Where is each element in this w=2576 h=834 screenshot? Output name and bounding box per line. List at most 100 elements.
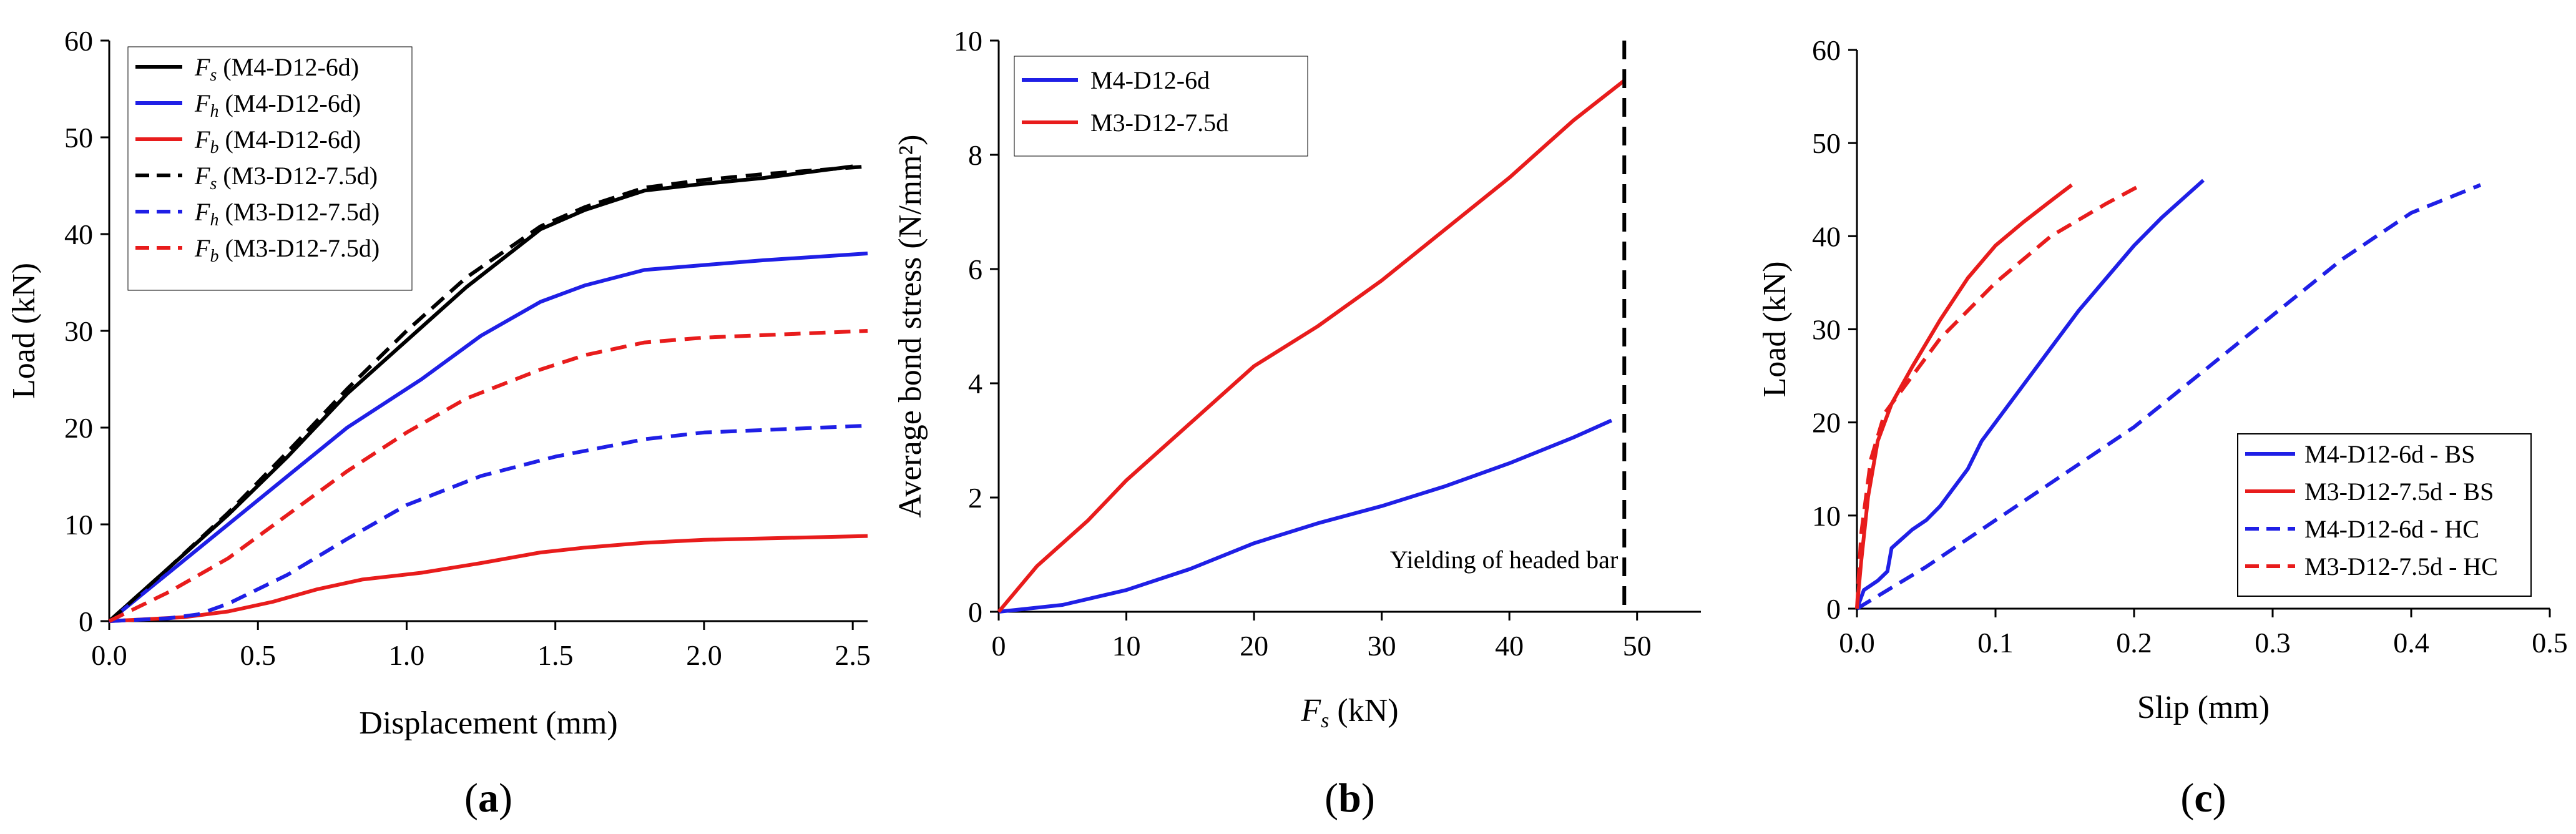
legend-specimen: M4-D12-6d - BS	[2304, 440, 2475, 468]
y-axis-label: Load (kN)	[6, 263, 42, 399]
legend-symbol: F	[194, 89, 210, 117]
legend-label-1: M4-D12-6d - BS	[2304, 440, 2475, 468]
subplot-label-open: (	[464, 775, 478, 821]
y-tick-label: 10	[64, 509, 93, 541]
y-tick-label: 30	[1812, 314, 1841, 346]
x-axis-label-unit: (kN)	[1329, 693, 1398, 729]
x-tick-label: 0.5	[240, 639, 276, 671]
x-tick-label: 1.5	[537, 639, 574, 671]
series-line-3	[109, 534, 868, 623]
panel-b: 0 10 20 30 40 50 0 2 4 6 8 10 Fs (kN) Average bond st…	[893, 25, 1701, 821]
x-tick-label: 0.0	[91, 639, 127, 671]
legend-box	[127, 46, 413, 291]
subplot-label: (c)	[2180, 775, 2226, 821]
y-tick-label: 60	[1812, 34, 1841, 66]
x-axis-label: Slip (mm)	[2137, 690, 2270, 725]
subplot-label-close: )	[2213, 775, 2226, 821]
series-line-1	[1855, 179, 2205, 610]
legend-specimen: (M4-D12-6d)	[218, 125, 361, 154]
legend-symbol: F	[194, 162, 210, 190]
legend-symbol: F	[194, 234, 210, 262]
legend-subscript: b	[210, 138, 218, 157]
legend-label-1: M4-D12-6d	[1090, 66, 1210, 94]
x-tick-label: 0	[992, 630, 1006, 662]
series-line-5	[109, 423, 868, 623]
legend-specimen: M3-D12-7.5d	[1090, 109, 1228, 137]
legend-label-6: Fb (M3-D12-7.5d)	[194, 234, 380, 266]
x-tick-label: 50	[1623, 630, 1652, 662]
legend-label-4: Fs (M3-D12-7.5d)	[194, 162, 378, 194]
legend-symbol: F	[194, 53, 210, 81]
x-tick-label: 30	[1368, 630, 1396, 662]
yield-annotation: Yielding of headed bar	[1390, 546, 1618, 574]
panel-a: 0.0 0.5 1.0 1.5 2.0 2.5 0 10 20 30 40 50 60 Displacem…	[6, 25, 871, 821]
y-tick-label: 60	[64, 25, 93, 57]
y-tick-label: 10	[954, 25, 982, 57]
legend-specimen: M4-D12-6d - HC	[2304, 515, 2479, 543]
panel-c: 0.0 0.1 0.2 0.3 0.4 0.5 0 10 20 30 40 50 60 Slip (mm)…	[1757, 34, 2568, 821]
y-tick-label: 0	[79, 606, 93, 637]
legend-label-1: Fs (M4-D12-6d)	[194, 53, 359, 85]
x-axis-label-subscript: s	[1321, 709, 1329, 732]
legend-specimen: (M3-D12-7.5d)	[217, 162, 378, 190]
y-tick-label: 40	[64, 218, 93, 250]
x-axis-label: Displacement (mm)	[359, 705, 617, 741]
subplot-label-close: )	[1361, 775, 1375, 821]
legend-subscript: s	[210, 66, 217, 85]
x-tick-label: 0.1	[1977, 627, 2014, 659]
legend-label-4: M3-D12-7.5d - HC	[2304, 552, 2498, 581]
x-tick-label: 20	[1240, 630, 1268, 662]
x-tick-label: 0.5	[2532, 627, 2568, 659]
x-tick-label: 0.2	[2116, 627, 2152, 659]
x-axis-label-symbol: F	[1300, 693, 1321, 729]
legend-subscript: h	[210, 102, 218, 121]
y-tick-label: 20	[1812, 407, 1841, 439]
series-line-4	[1855, 183, 2142, 609]
series-line-4	[108, 164, 868, 623]
legend-label-5: Fh (M3-D12-7.5d)	[194, 198, 380, 230]
subplot-label: (a)	[464, 775, 512, 821]
legend-label-2: Fh (M4-D12-6d)	[194, 89, 361, 121]
series-line-2	[997, 79, 1626, 613]
x-tick-label: 2.0	[686, 639, 722, 671]
series-line-1	[998, 418, 1613, 614]
legend-symbol: F	[194, 125, 210, 154]
y-tick-label: 0	[1826, 593, 1841, 625]
legend-specimen: M3-D12-7.5d - HC	[2304, 552, 2498, 581]
subplot-label-letter: b	[1338, 775, 1361, 821]
legend-label-3: Fb (M4-D12-6d)	[194, 125, 361, 157]
legend-subscript: h	[210, 210, 218, 230]
legend-subscript: b	[210, 247, 218, 266]
x-tick-label: 0.3	[2255, 627, 2291, 659]
subplot-label-open: (	[1325, 775, 1338, 821]
subplot-label: (b)	[1325, 775, 1375, 821]
legend-subscript: s	[210, 174, 217, 194]
legend-box	[1014, 56, 1308, 157]
legend-label-2: M3-D12-7.5d - BS	[2304, 478, 2494, 506]
y-tick-label: 50	[64, 122, 93, 154]
y-tick-label: 4	[968, 368, 982, 400]
y-tick-label: 8	[968, 139, 982, 171]
legend-specimen: (M4-D12-6d)	[217, 53, 359, 81]
y-tick-label: 30	[64, 315, 93, 347]
y-tick-label: 20	[64, 412, 93, 444]
legend-label-2: M3-D12-7.5d	[1090, 109, 1228, 137]
legend-symbol: F	[194, 198, 210, 226]
legend-specimen: M4-D12-6d	[1090, 66, 1210, 94]
series-line-6	[108, 329, 868, 623]
legend-specimen: (M3-D12-7.5d)	[218, 234, 380, 262]
y-tick-label: 10	[1812, 500, 1841, 532]
series-line-3	[1856, 183, 2482, 611]
legend-specimen: M3-D12-7.5d - BS	[2304, 478, 2494, 506]
subplot-label-letter: a	[478, 775, 499, 821]
x-tick-label: 2.5	[835, 639, 871, 671]
y-tick-label: 6	[968, 253, 982, 285]
x-tick-label: 1.0	[389, 639, 425, 671]
legend-label-3: M4-D12-6d - HC	[2304, 515, 2479, 543]
subplot-label-close: )	[499, 775, 512, 821]
legend-box	[2237, 433, 2532, 597]
legend-specimen: (M3-D12-7.5d)	[218, 198, 380, 226]
series-line-2	[108, 252, 868, 623]
x-axis-label: Fs (kN)	[1300, 693, 1398, 732]
